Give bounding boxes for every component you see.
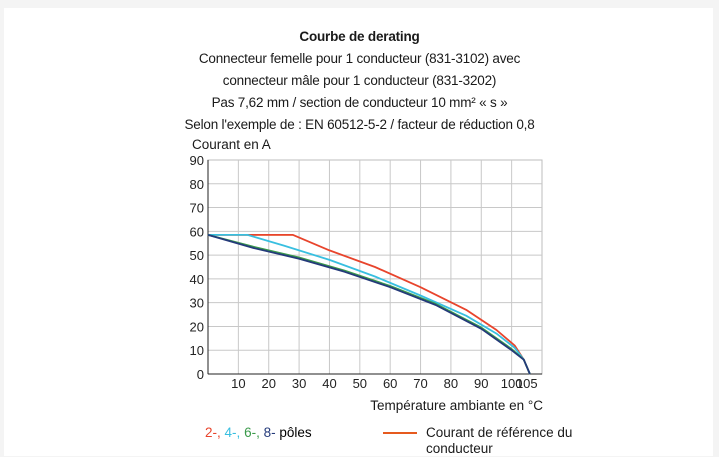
y-tick-label: 60 [190,224,204,239]
series-line-2 [208,234,531,375]
series-line-4 [207,234,531,375]
y-tick-label: 70 [190,201,204,216]
x-tick-label: 70 [413,376,427,391]
legend-item-poles: pôles [279,425,312,440]
legend-reference-label: Courant de référence du conducteur [426,425,573,456]
y-axis-label: Courant en A [192,137,271,152]
legend-item-4: 4-, [224,425,241,440]
x-tick-label: 30 [292,376,306,391]
legend-poles: 2-, 4-, 6-, 8- pôles [205,425,312,440]
y-tick-label: 30 [190,296,204,311]
x-tick-label: 50 [353,376,367,391]
legend-item-8: 8- [263,425,276,440]
x-tick-label: 10 [231,376,245,391]
y-tick-label: 20 [190,319,204,334]
x-tick-label: 40 [322,376,336,391]
y-tick-label: 10 [190,343,204,358]
subtitle-line-2: connecteur mâle pour 1 conducteur (831-3… [222,73,497,88]
legend-reference-swatch [383,432,417,434]
y-tick-label: 90 [190,153,204,168]
legend-item-6: 6-, [244,425,260,440]
chart-title: Courbe de derating [299,29,420,44]
legend-item-2: 2-, [205,425,221,440]
x-tick-label: 60 [383,376,397,391]
subtitle-line-1: Connecteur femelle pour 1 conducteur (83… [198,51,521,66]
y-tick-label: 50 [190,248,204,263]
subtitle-line-4: Selon l'exemple de : EN 60512-5-2 / fact… [184,117,535,132]
y-tick-label: 40 [190,272,204,287]
x-tick-label: 20 [261,376,275,391]
y-tick-label: 80 [190,177,204,192]
x-tick-label: 100 [501,376,523,391]
y-tick-label: 0 [197,367,204,382]
x-tick-label: 90 [474,376,488,391]
subtitle-line-3: Pas 7,62 mm / section de conducteur 10 m… [211,95,508,110]
x-tick-label: 80 [444,376,458,391]
x-axis-label: Température ambiante en °C [370,398,543,413]
x-tick-label: 105 [516,376,538,391]
